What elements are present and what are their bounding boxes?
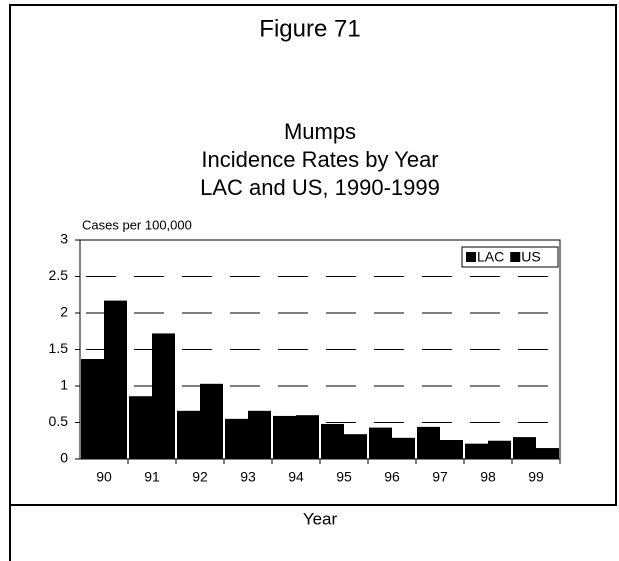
- y-tick-label: 2: [60, 304, 68, 320]
- bar: [321, 423, 344, 459]
- bar: [536, 448, 559, 459]
- bar: [344, 434, 367, 459]
- bar: [225, 418, 248, 459]
- bar: [296, 415, 319, 459]
- bar: [513, 437, 536, 459]
- bar: [152, 333, 175, 459]
- x-tick-label: 94: [288, 469, 304, 485]
- x-tick-label: 91: [144, 469, 160, 485]
- bar: [248, 410, 271, 459]
- bar: [104, 300, 127, 459]
- x-tick-label: 98: [480, 469, 496, 485]
- x-tick-label: 97: [432, 469, 448, 485]
- bar: [465, 443, 488, 459]
- bar: [392, 437, 415, 459]
- x-tick-label: 95: [336, 469, 352, 485]
- legend-swatch: [510, 252, 521, 262]
- y-tick-label: 1.5: [49, 340, 69, 356]
- plot-frame: [79, 239, 561, 460]
- legend-swatch: [466, 252, 476, 262]
- bar: [129, 396, 152, 459]
- y-tick-label: 0: [60, 450, 68, 466]
- bar: [273, 415, 296, 459]
- legend-box: [461, 246, 559, 268]
- frame: [9, 4, 617, 561]
- bar: [200, 383, 223, 459]
- x-tick-label: 96: [384, 469, 400, 485]
- y-axis-label: Cases per 100,000: [82, 217, 192, 232]
- legend-label: LAC: [477, 249, 504, 265]
- bar: [440, 440, 463, 459]
- bar: [417, 426, 440, 459]
- chart-title: Mumps: [284, 119, 356, 144]
- x-tick-label: 92: [192, 469, 208, 485]
- y-tick-label: 1: [60, 377, 68, 393]
- bar: [81, 358, 104, 459]
- x-tick-label: 90: [96, 469, 112, 485]
- y-tick-label: 2.5: [49, 267, 69, 283]
- y-tick-label: 0.5: [49, 413, 69, 429]
- y-tick-label: 3: [60, 231, 68, 247]
- x-tick-label: 93: [240, 469, 256, 485]
- x-axis-label: Year: [303, 509, 338, 528]
- chart-title: LAC and US, 1990-1999: [200, 175, 440, 200]
- bar: [369, 427, 392, 459]
- chart-title: Incidence Rates by Year: [201, 147, 438, 172]
- bar: [488, 440, 511, 459]
- x-tick-label: 99: [528, 469, 544, 485]
- figure-label: Figure 71: [259, 15, 360, 42]
- legend-label: US: [521, 249, 540, 265]
- bar: [177, 410, 200, 459]
